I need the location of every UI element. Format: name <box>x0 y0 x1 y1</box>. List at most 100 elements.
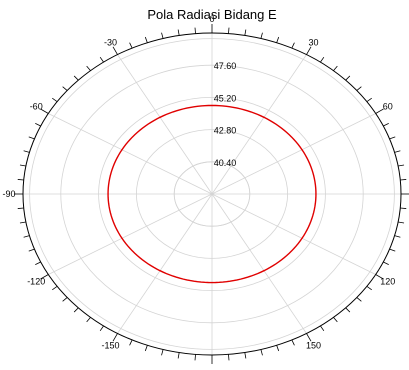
angle-label: -120 <box>27 277 45 287</box>
major-tick <box>375 108 384 114</box>
minor-tick <box>99 325 104 332</box>
minor-tick <box>260 349 263 356</box>
minor-tick <box>62 86 68 91</box>
minor-tick <box>228 27 230 34</box>
data-point <box>107 193 109 195</box>
radial-tick-labels: 40.40 42.80 45.20 47.60 <box>214 61 237 168</box>
minor-tick <box>394 235 401 238</box>
minor-tick <box>23 150 30 153</box>
minor-tick <box>394 150 401 153</box>
minor-tick <box>291 339 295 346</box>
data-point <box>211 281 213 284</box>
angle-label: 0 <box>209 14 214 24</box>
radial-tick-label: 42.80 <box>214 126 237 136</box>
minor-tick <box>389 248 396 252</box>
minor-tick <box>28 248 35 252</box>
major-tick <box>40 108 49 114</box>
minor-tick <box>383 261 389 265</box>
minor-tick <box>244 29 247 36</box>
minor-tick <box>177 29 180 36</box>
minor-tick <box>356 297 362 302</box>
minor-tick <box>366 286 372 291</box>
polar-grid <box>22 32 402 356</box>
minor-tick <box>86 65 91 71</box>
minor-tick <box>99 56 104 63</box>
minor-tick <box>144 36 148 43</box>
major-tick <box>375 274 384 280</box>
data-point <box>211 104 213 107</box>
series-layer <box>107 104 317 284</box>
angle-label: 60 <box>383 102 393 112</box>
angle-label: -150 <box>101 341 119 351</box>
minor-tick <box>52 286 58 291</box>
minor-tick <box>389 136 396 140</box>
minor-tick <box>17 179 24 181</box>
chart-title: Pola Radiasi Bidang E <box>147 7 277 22</box>
minor-tick <box>228 354 230 361</box>
minor-tick <box>383 123 389 127</box>
data-point <box>121 237 123 239</box>
minor-tick <box>366 97 372 102</box>
grid-spoke <box>48 193 213 275</box>
data-point <box>301 149 303 151</box>
grid-spoke <box>117 54 213 195</box>
minor-tick <box>35 123 41 127</box>
minor-tick <box>35 261 41 265</box>
radial-tick-label: 40.40 <box>214 158 237 168</box>
angle-label: -30 <box>104 37 117 47</box>
radial-tick-label: 47.60 <box>214 61 237 71</box>
minor-tick <box>161 349 164 356</box>
minor-tick <box>52 97 58 102</box>
data-point <box>301 237 303 239</box>
minor-tick <box>129 42 133 49</box>
angle-label: -90 <box>2 189 15 199</box>
minor-tick <box>398 164 405 167</box>
minor-tick <box>144 345 148 352</box>
minor-tick <box>194 354 196 361</box>
major-tick <box>40 274 49 280</box>
data-point <box>159 116 161 118</box>
radial-tick-label: 45.20 <box>214 93 237 103</box>
minor-tick <box>345 307 351 313</box>
major-tick <box>306 46 312 55</box>
angle-ticks <box>14 24 409 364</box>
minor-tick <box>276 36 280 43</box>
minor-tick <box>194 27 196 34</box>
minor-tick <box>320 325 325 332</box>
minor-tick <box>244 352 247 359</box>
minor-tick <box>19 221 26 224</box>
data-point <box>263 270 265 272</box>
major-tick <box>112 333 118 342</box>
minor-tick <box>320 56 325 63</box>
grid-spoke <box>117 193 213 334</box>
minor-tick <box>398 221 405 224</box>
angle-label: 150 <box>306 341 321 351</box>
minor-tick <box>28 136 35 140</box>
minor-tick <box>86 317 91 323</box>
data-point <box>315 193 317 195</box>
grid-spoke <box>211 193 307 334</box>
minor-tick <box>276 345 280 352</box>
minor-tick <box>356 86 362 91</box>
grid-spoke <box>211 113 376 195</box>
minor-tick <box>23 235 30 238</box>
major-tick <box>112 46 118 55</box>
data-point <box>121 149 123 151</box>
minor-tick <box>161 32 164 39</box>
minor-tick <box>291 42 295 49</box>
minor-tick <box>260 32 263 39</box>
minor-tick <box>73 75 79 81</box>
minor-tick <box>73 307 79 313</box>
minor-tick <box>19 164 26 167</box>
data-point <box>263 116 265 118</box>
grid-spoke <box>48 113 213 195</box>
minor-tick <box>400 179 407 181</box>
angle-label: 120 <box>380 277 395 287</box>
minor-tick <box>129 339 133 346</box>
angle-labels: 0306090120150-180-150-120-90-60-30 <box>2 14 395 370</box>
minor-tick <box>333 317 338 323</box>
angle-label: -60 <box>30 102 43 112</box>
major-tick <box>306 333 312 342</box>
